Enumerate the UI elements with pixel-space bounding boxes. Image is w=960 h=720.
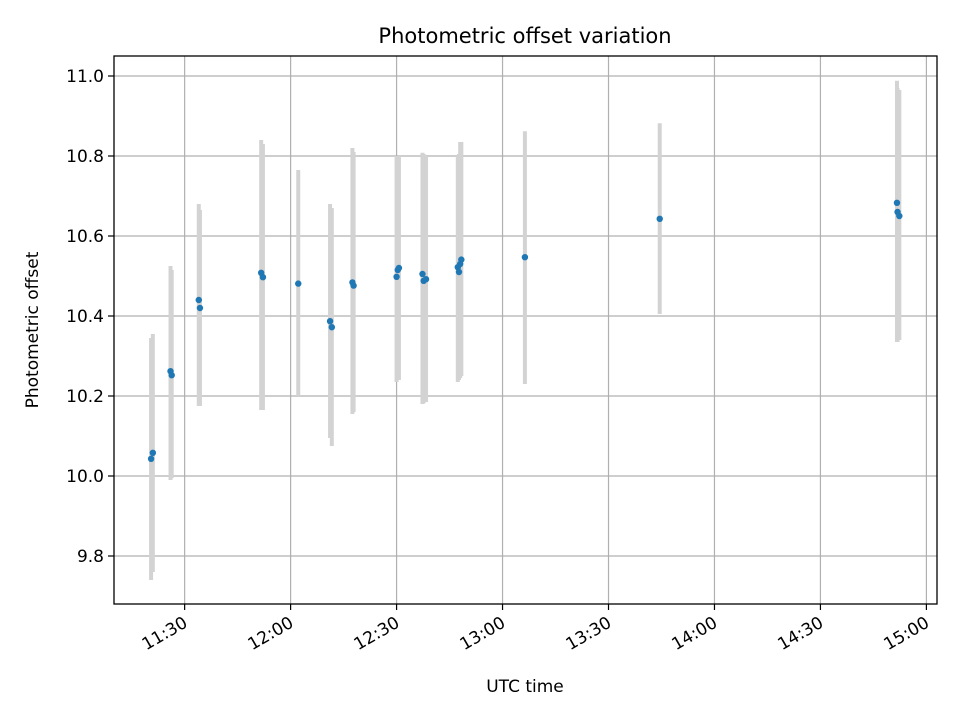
- y-tick-label: 10.4: [66, 307, 104, 327]
- data-point: [259, 274, 267, 281]
- data-point: [149, 449, 157, 456]
- point-layer: [147, 199, 903, 462]
- y-tick-label: 11.0: [66, 67, 104, 87]
- chart-title: Photometric offset variation: [378, 24, 671, 48]
- x-axis-label: UTC time: [486, 677, 564, 697]
- data-point: [295, 280, 302, 287]
- data-point: [393, 273, 400, 280]
- y-tick-label: 10.0: [66, 467, 104, 487]
- plot-frame: [113, 55, 938, 605]
- y-tick-label: 10.6: [66, 227, 104, 247]
- data-point: [521, 254, 529, 261]
- data-point: [893, 199, 901, 206]
- data-point: [455, 268, 463, 276]
- y-tick-label: 10.8: [66, 147, 104, 167]
- data-point: [168, 372, 175, 379]
- y-tick-label: 10.2: [66, 387, 104, 407]
- y-tick-label: 9.8: [77, 547, 104, 567]
- y-axis-label: Photometric offset: [23, 251, 43, 408]
- data-point: [419, 270, 426, 278]
- data-point: [326, 318, 334, 325]
- data-point: [422, 276, 430, 283]
- data-point: [458, 256, 465, 263]
- data-point: [147, 455, 155, 462]
- data-point: [196, 304, 204, 312]
- data-point: [896, 212, 903, 220]
- data-point: [395, 264, 403, 272]
- data-point: [195, 296, 202, 304]
- data-point: [656, 215, 663, 222]
- data-point: [350, 282, 357, 289]
- data-point: [328, 324, 336, 331]
